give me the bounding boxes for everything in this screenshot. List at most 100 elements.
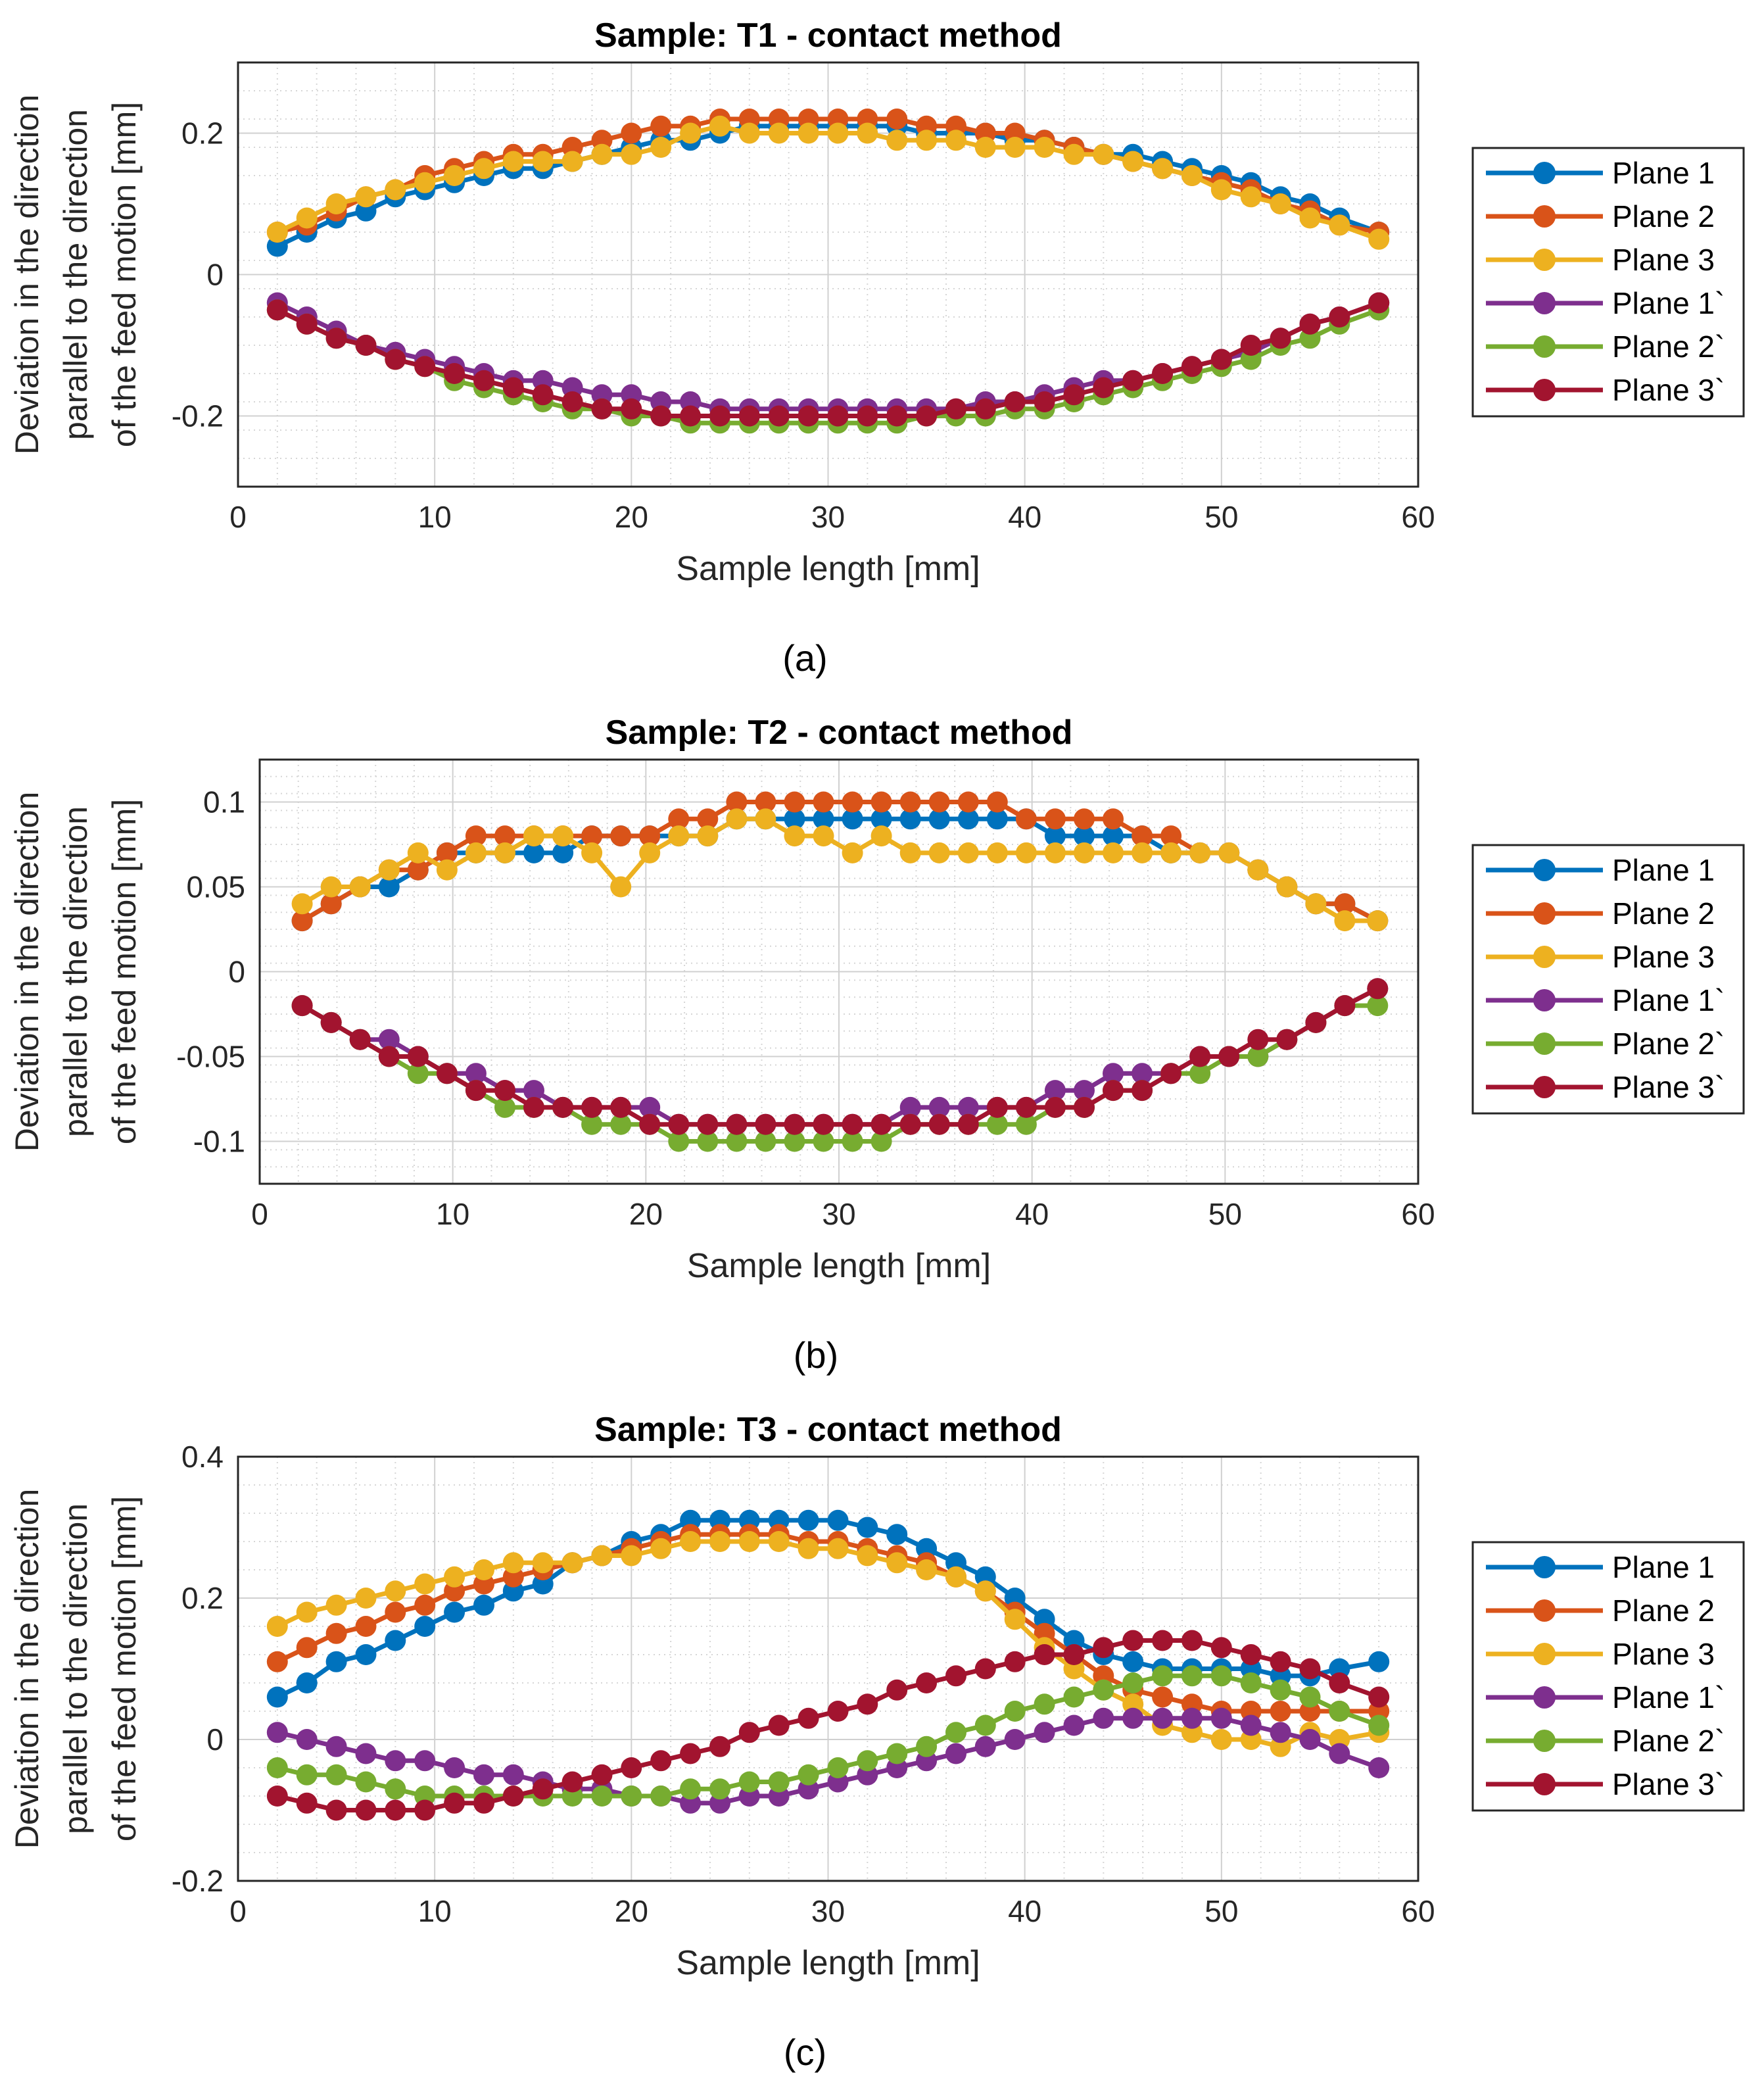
- data-point: [1276, 876, 1298, 898]
- data-point: [1034, 391, 1055, 412]
- data-point: [296, 1637, 318, 1659]
- data-point: [581, 842, 603, 863]
- data-point: [798, 1538, 819, 1559]
- data-point: [1015, 842, 1037, 863]
- data-point: [325, 1799, 347, 1821]
- data-point: [842, 1130, 863, 1152]
- data-point: [1305, 1011, 1327, 1033]
- data-point: [784, 1113, 805, 1135]
- data-point: [945, 130, 966, 151]
- data-point: [444, 1566, 465, 1588]
- data-point: [886, 1743, 908, 1764]
- data-point: [414, 1799, 436, 1821]
- legend-entry: Plane 3: [1612, 1637, 1715, 1671]
- data-point: [1004, 1651, 1026, 1672]
- data-point: [1270, 328, 1291, 349]
- legend-marker: [1533, 162, 1556, 184]
- axes-box: [237, 61, 1419, 488]
- series-layer: [266, 109, 1390, 434]
- data-point: [296, 313, 318, 335]
- data-point: [870, 825, 892, 847]
- legend-entry: Plane 2`: [1612, 1027, 1725, 1061]
- data-point: [899, 808, 921, 830]
- data-point: [1015, 1096, 1037, 1118]
- data-point: [1074, 1080, 1095, 1102]
- y-axis-label: parallel to the direction: [57, 806, 94, 1137]
- legend-entry: Plane 1`: [1612, 1680, 1725, 1714]
- legend-marker: [1533, 335, 1556, 358]
- data-point: [325, 1651, 347, 1672]
- data-point: [916, 130, 938, 151]
- data-point: [465, 1080, 487, 1102]
- data-point: [1210, 179, 1232, 201]
- y-tick-label: 0.1: [203, 785, 245, 819]
- y-tick-label: 0: [206, 258, 224, 292]
- data-point: [325, 1594, 347, 1616]
- data-point: [738, 405, 760, 427]
- data-point: [325, 1764, 347, 1786]
- data-point: [378, 859, 400, 881]
- data-point: [621, 143, 642, 165]
- data-point: [465, 1063, 487, 1084]
- data-point: [1240, 1672, 1262, 1693]
- data-point: [650, 137, 672, 158]
- y-axis-label: Deviation in the direction: [9, 95, 45, 455]
- data-point: [1103, 825, 1124, 847]
- data-point: [680, 1531, 702, 1552]
- data-point: [709, 1736, 730, 1757]
- data-point: [1152, 1665, 1174, 1687]
- chart-panel-2: 0 10 20 30 40 50 60 -0.1 -0.05 0 0.05 0.1 Sample: T2…: [9, 714, 1745, 1376]
- data-point: [1093, 143, 1114, 165]
- data-point: [916, 1736, 938, 1757]
- data-point: [1299, 207, 1321, 229]
- data-point: [1004, 1609, 1026, 1630]
- data-point: [473, 1764, 494, 1786]
- data-point: [870, 808, 892, 830]
- data-point: [639, 1113, 661, 1135]
- data-point: [1074, 1096, 1095, 1118]
- data-point: [650, 1750, 672, 1772]
- data-point: [378, 876, 400, 898]
- data-point: [407, 1063, 429, 1084]
- data-point: [842, 808, 863, 830]
- data-point: [465, 842, 487, 863]
- data-point: [436, 1063, 458, 1084]
- data-point: [768, 405, 790, 427]
- panel-label: (c): [784, 2031, 826, 2073]
- data-point: [621, 1545, 642, 1567]
- x-tick-label: 30: [822, 1197, 855, 1231]
- x-tick-label: 50: [1204, 1894, 1238, 1928]
- data-point: [680, 1778, 702, 1800]
- data-point: [407, 859, 429, 881]
- data-point: [385, 1799, 406, 1821]
- data-point: [957, 1113, 979, 1135]
- data-point: [1189, 842, 1211, 863]
- data-point: [1122, 151, 1144, 172]
- data-point: [798, 1509, 819, 1531]
- data-point: [945, 1722, 966, 1743]
- data-point: [1299, 1658, 1321, 1680]
- y-tick-label: -0.2: [172, 1864, 224, 1898]
- legend-marker: [1533, 249, 1556, 271]
- data-point: [1299, 1686, 1321, 1708]
- data-point: [1004, 1701, 1026, 1722]
- data-point: [385, 1630, 406, 1651]
- legend-entry: Plane 1`: [1612, 983, 1725, 1017]
- x-tick-label: 40: [1015, 1197, 1049, 1231]
- data-point: [1367, 910, 1389, 932]
- data-point: [709, 405, 730, 427]
- y-tick-label: 0.05: [186, 870, 245, 904]
- data-point: [1240, 186, 1262, 208]
- data-point: [899, 1096, 921, 1118]
- data-point: [986, 808, 1008, 830]
- data-point: [1210, 1665, 1232, 1687]
- data-point: [1368, 228, 1390, 250]
- data-point: [1218, 842, 1240, 863]
- data-point: [1270, 1651, 1291, 1672]
- data-point: [349, 876, 371, 898]
- data-point: [945, 1665, 966, 1687]
- data-point: [1004, 391, 1026, 412]
- data-point: [502, 377, 524, 399]
- data-point: [591, 398, 613, 420]
